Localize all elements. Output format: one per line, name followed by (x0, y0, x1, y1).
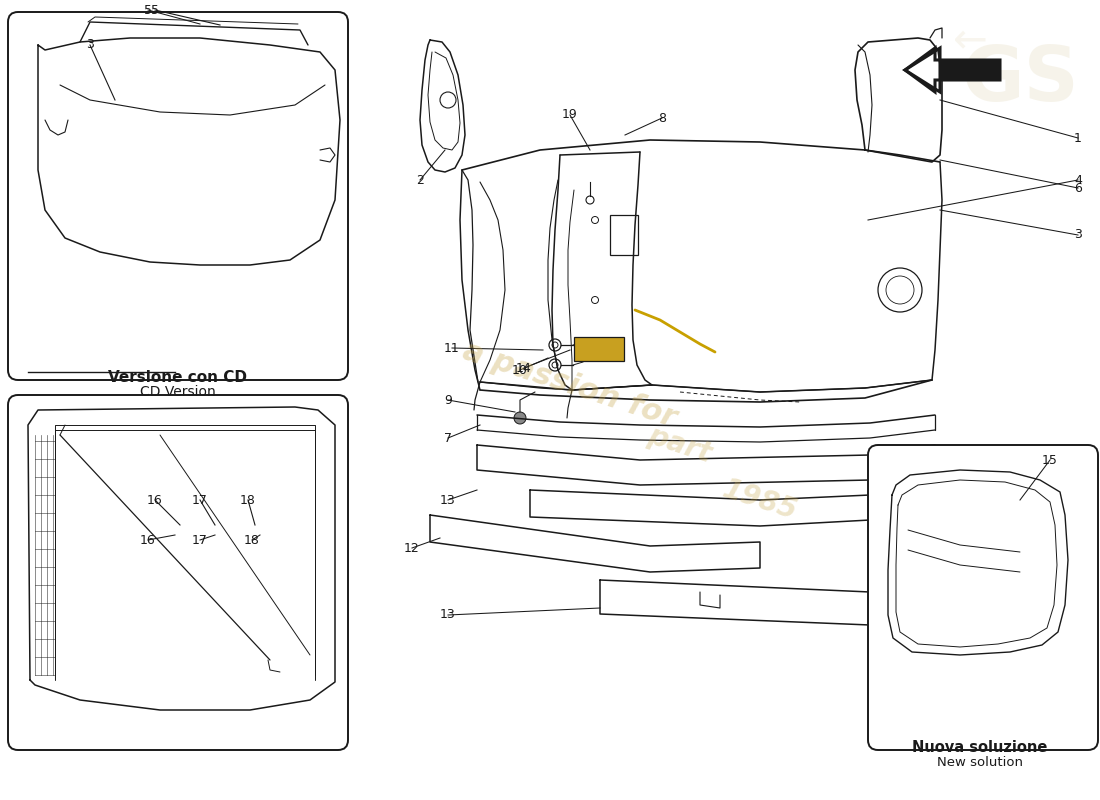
FancyBboxPatch shape (8, 395, 348, 750)
Text: a passion for: a passion for (460, 337, 681, 434)
Text: GS: GS (961, 43, 1079, 117)
FancyBboxPatch shape (8, 12, 348, 380)
Circle shape (276, 642, 284, 649)
Bar (610, 342, 616, 357)
Bar (930, 587, 965, 605)
Text: 3: 3 (1074, 229, 1082, 242)
Text: 19: 19 (562, 109, 578, 122)
Text: 2: 2 (416, 174, 424, 186)
Text: 5: 5 (151, 3, 160, 17)
Text: 3: 3 (86, 38, 94, 51)
Text: 13: 13 (440, 494, 455, 506)
Text: 11: 11 (444, 342, 460, 354)
Text: 4: 4 (1074, 174, 1082, 186)
Circle shape (97, 446, 103, 454)
Bar (579, 342, 584, 357)
Bar (595, 342, 600, 357)
Text: part: part (645, 422, 715, 469)
Text: 6: 6 (1074, 182, 1082, 194)
Bar (170, 573, 226, 605)
Text: 17: 17 (192, 534, 208, 546)
Text: CD Version: CD Version (140, 385, 216, 399)
Text: 1: 1 (1074, 131, 1082, 145)
Text: 7: 7 (444, 431, 452, 445)
Text: 15: 15 (1042, 454, 1058, 466)
Text: New solution: New solution (937, 755, 1023, 769)
Text: 18: 18 (240, 494, 256, 506)
Polygon shape (940, 60, 1000, 80)
Text: 9: 9 (444, 394, 452, 406)
Circle shape (97, 646, 103, 654)
Text: 16: 16 (140, 534, 156, 546)
Text: Versione con CD: Versione con CD (109, 370, 248, 386)
Circle shape (514, 412, 526, 424)
Text: 8: 8 (658, 111, 666, 125)
Text: 12: 12 (404, 542, 420, 554)
Text: 18: 18 (244, 534, 260, 546)
Text: 16: 16 (147, 494, 163, 506)
Text: 13: 13 (440, 609, 455, 622)
Text: 5: 5 (144, 3, 152, 17)
Text: Nuova soluzione: Nuova soluzione (912, 741, 1047, 755)
FancyBboxPatch shape (868, 445, 1098, 750)
Text: 17: 17 (192, 494, 208, 506)
FancyBboxPatch shape (574, 337, 624, 361)
Bar (610, 215, 638, 255)
Text: ←: ← (953, 19, 988, 61)
Text: 14: 14 (516, 362, 532, 374)
Bar (587, 342, 592, 357)
Circle shape (276, 446, 284, 454)
Bar (160, 120, 205, 145)
Bar (603, 342, 608, 357)
Text: 1985: 1985 (719, 474, 801, 526)
Text: 10: 10 (513, 363, 528, 377)
